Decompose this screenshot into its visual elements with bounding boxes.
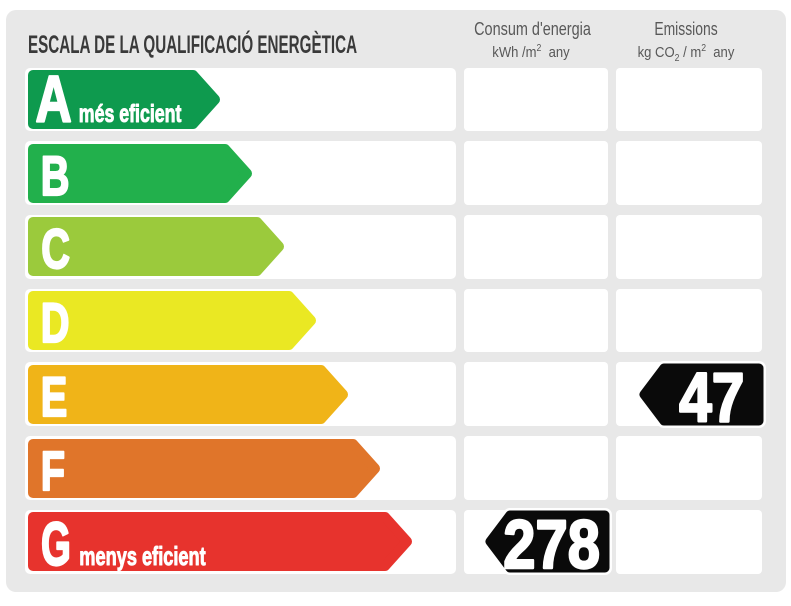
svg-text:47: 47: [679, 361, 744, 428]
svg-text:D: D: [41, 293, 70, 351]
svg-text:F: F: [41, 440, 65, 498]
svg-text:278: 278: [503, 508, 600, 575]
svg-text:B: B: [41, 145, 70, 203]
svg-text:E: E: [41, 366, 68, 424]
svg-text:G: G: [41, 512, 71, 571]
svg-text:més eficient: més eficient: [79, 99, 182, 128]
svg-text:A: A: [36, 70, 72, 129]
svg-text:menys eficient: menys eficient: [79, 542, 206, 571]
svg-text:C: C: [41, 219, 70, 277]
